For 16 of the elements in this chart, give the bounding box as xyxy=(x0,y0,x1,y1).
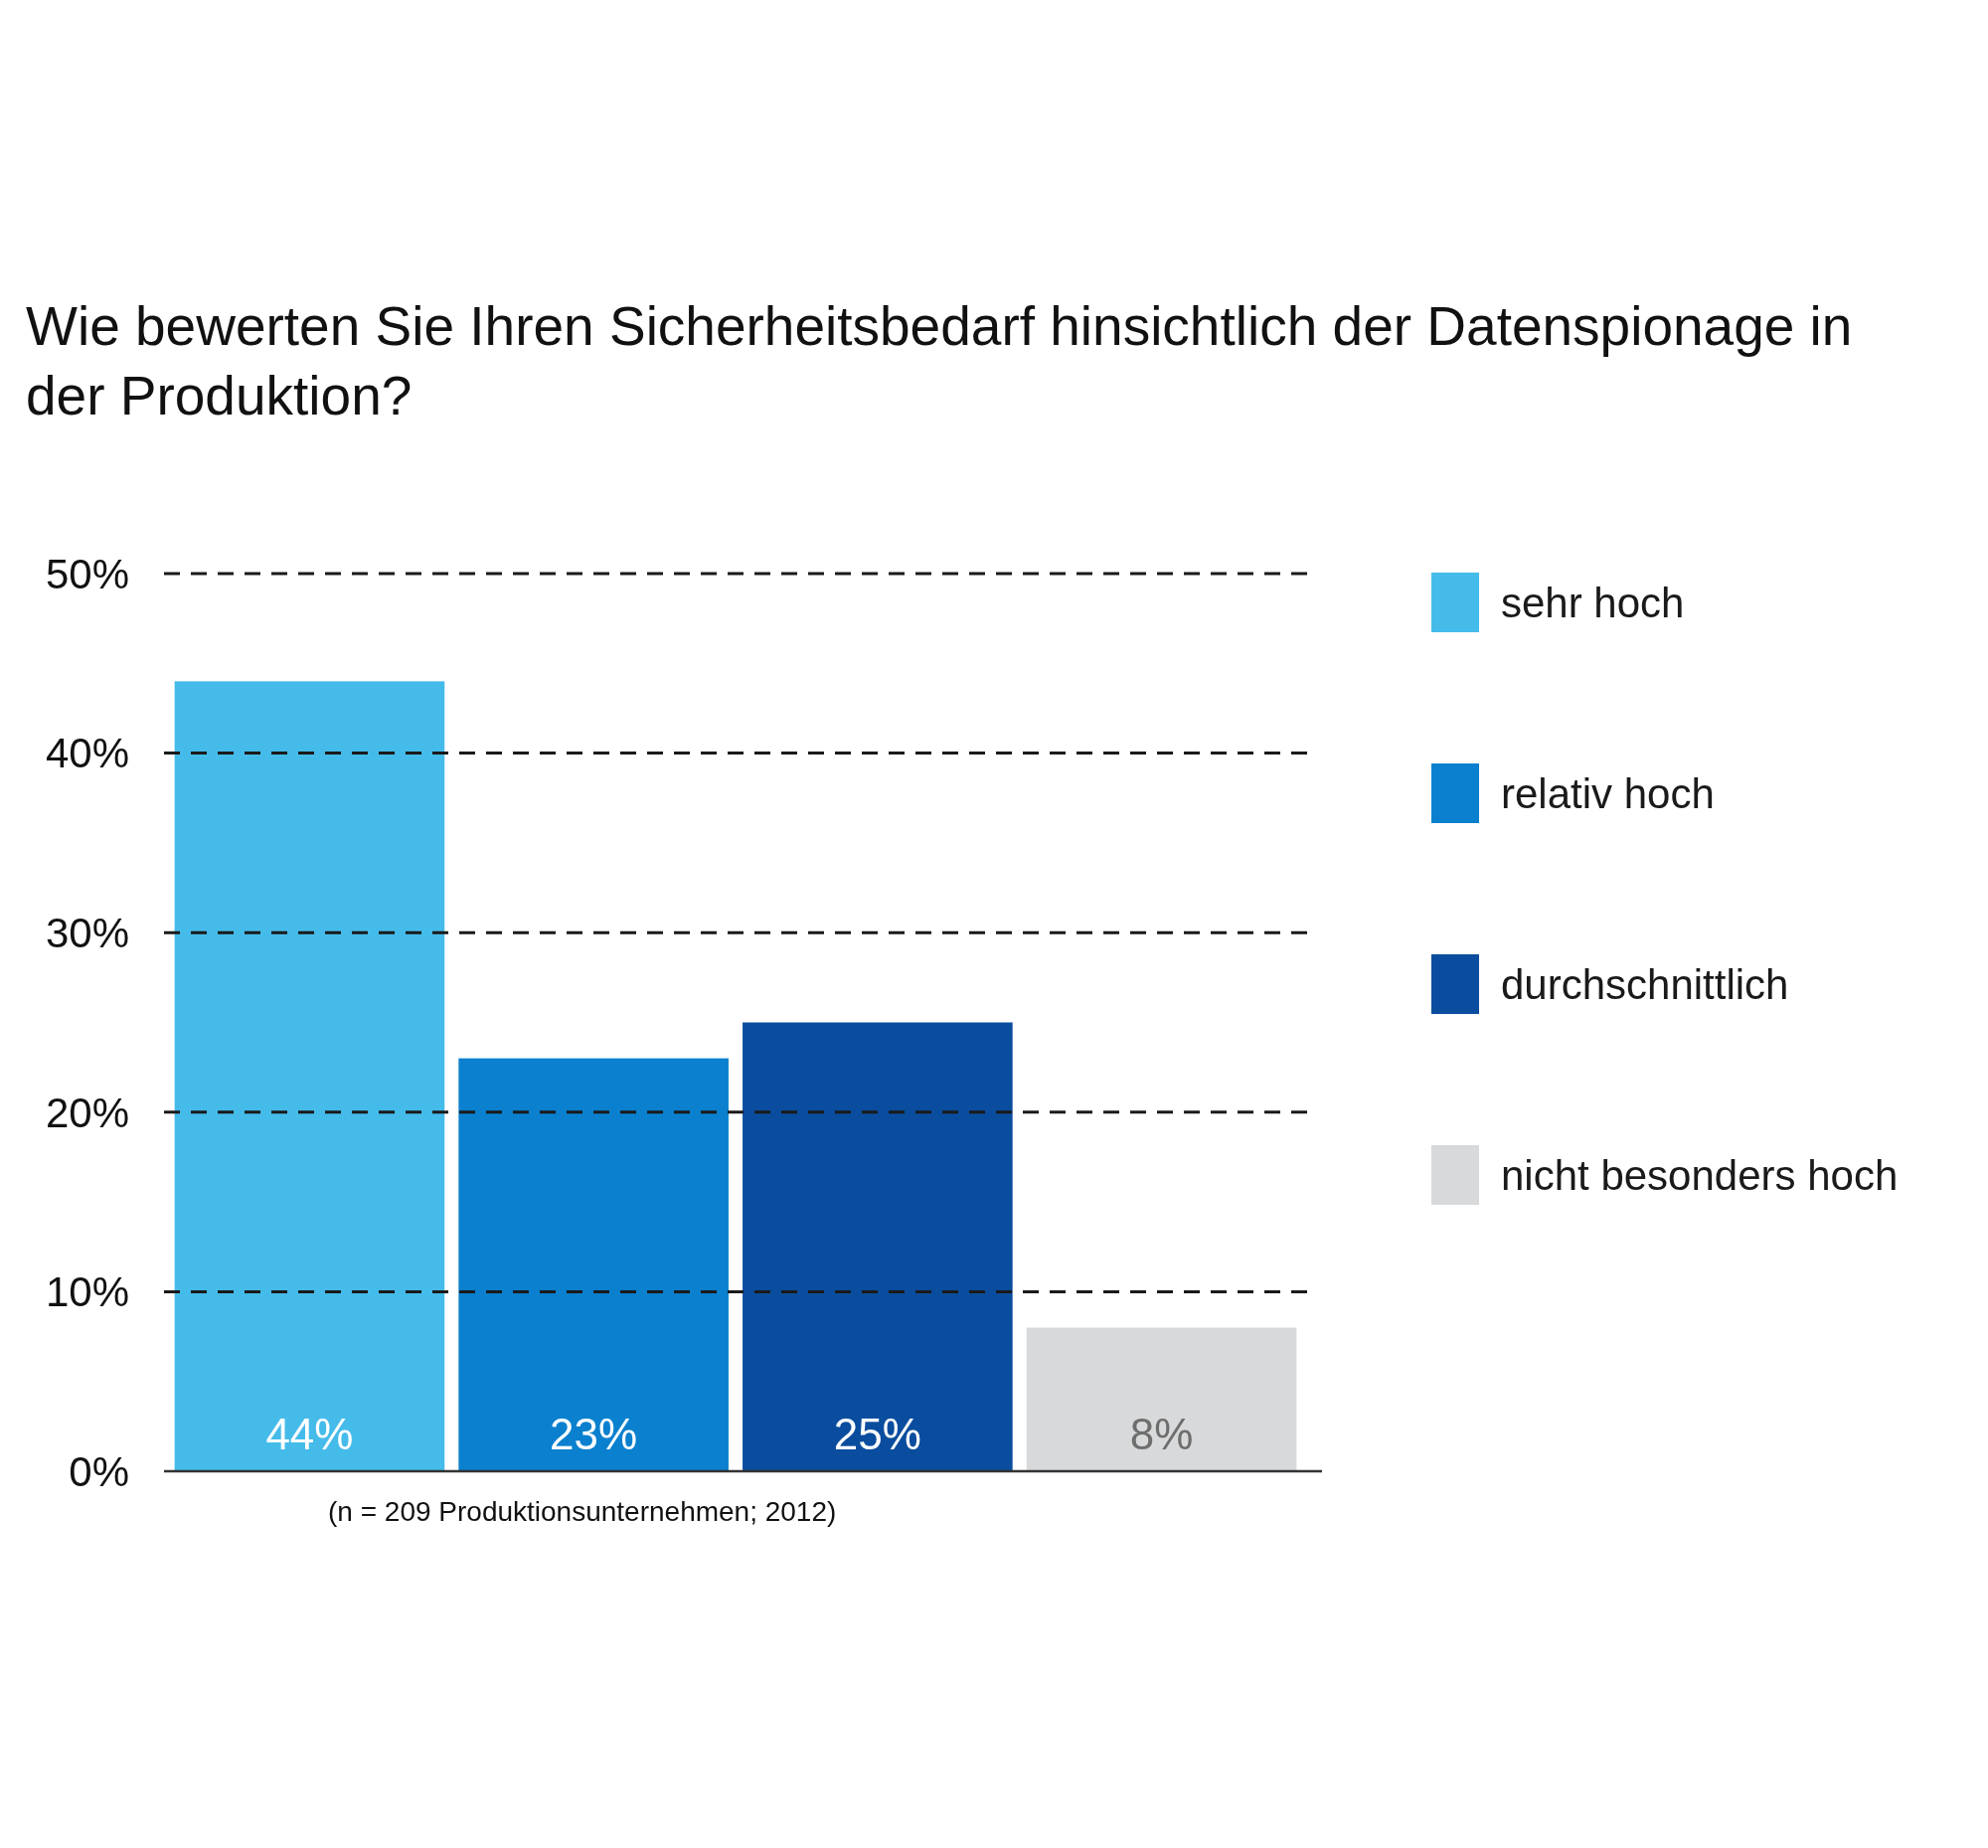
chart-title: Wie bewerten Sie Ihren Sicherheitsbedarf hinsichtlich der Datenspionage in der Produktion? xyxy=(26,295,1853,426)
data-label: 44% xyxy=(265,1410,354,1458)
y-tick-label: 10% xyxy=(45,1268,129,1316)
legend-label: durchschnittlich xyxy=(1501,960,1789,1008)
data-label: 25% xyxy=(833,1410,921,1458)
y-tick-label: 0% xyxy=(69,1447,129,1495)
data-label: 8% xyxy=(1129,1410,1194,1458)
text: (n = 209 Produktionsunternehmen; 2012) xyxy=(328,1496,837,1527)
data-label: 23% xyxy=(550,1410,638,1458)
y-tick-label: 20% xyxy=(45,1089,129,1136)
y-tick-label: 40% xyxy=(45,730,129,777)
y-tick-label: 50% xyxy=(45,550,129,597)
y-tick-label: 30% xyxy=(45,909,129,956)
legend-label: relativ hoch xyxy=(1501,769,1715,817)
legend-label: sehr hoch xyxy=(1501,579,1685,626)
legend-label: nicht besonders hoch xyxy=(1501,1151,1899,1199)
